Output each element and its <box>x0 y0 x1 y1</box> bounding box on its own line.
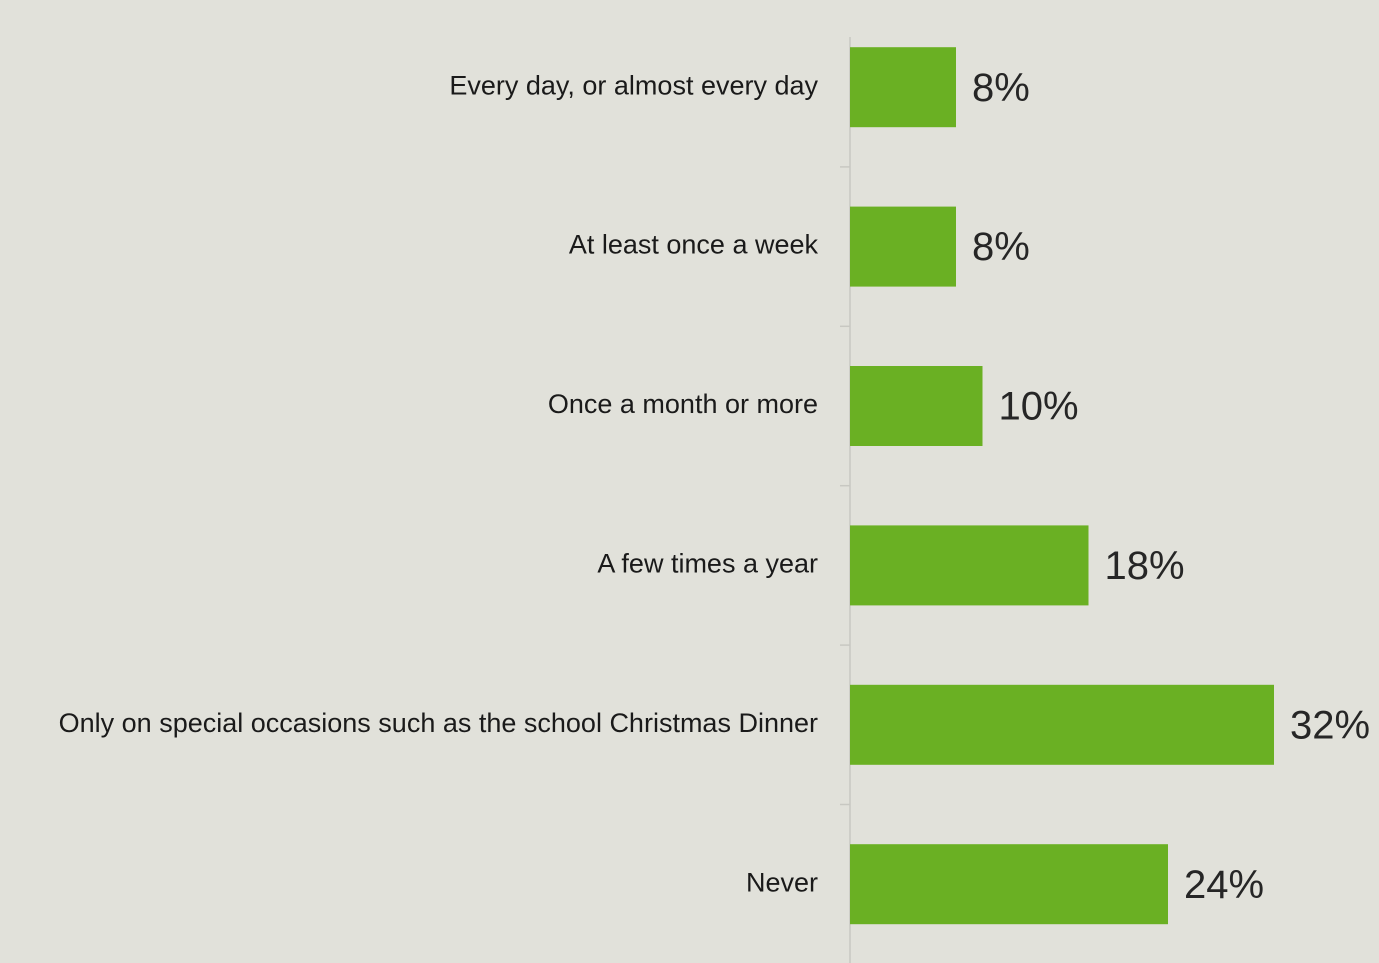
bar <box>850 844 1168 925</box>
bar <box>850 525 1089 606</box>
category-label: At least once a week <box>569 230 819 260</box>
value-label: 24% <box>1184 863 1264 907</box>
bar <box>850 47 956 128</box>
bar <box>850 684 1274 765</box>
value-label: 8% <box>972 225 1030 269</box>
category-label: Only on special occasions such as the sc… <box>59 708 818 738</box>
category-label: Once a month or more <box>548 389 818 419</box>
category-label: Never <box>746 867 818 897</box>
category-label: A few times a year <box>597 549 818 579</box>
value-label: 32% <box>1290 703 1370 747</box>
value-label: 8% <box>972 66 1030 110</box>
value-label: 18% <box>1105 544 1185 588</box>
bar <box>850 366 983 446</box>
value-label: 10% <box>999 385 1079 429</box>
category-label: Every day, or almost every day <box>449 70 818 100</box>
bar <box>850 206 956 287</box>
